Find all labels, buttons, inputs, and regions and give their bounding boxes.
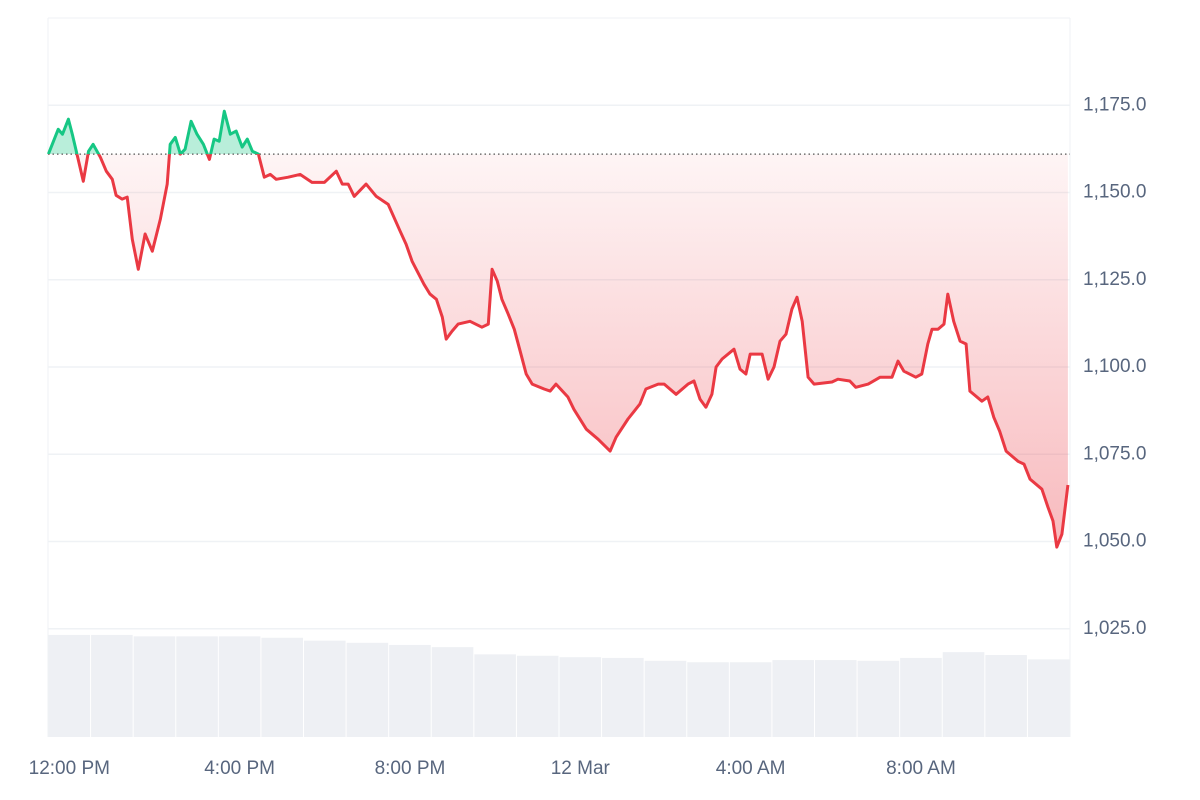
- volume-bar: [857, 660, 900, 737]
- y-tick-label: 1,100.0: [1083, 356, 1146, 377]
- x-tick-label: 12:00 PM: [29, 758, 110, 779]
- x-tick-label: 8:00 PM: [375, 758, 446, 779]
- volume-bar: [176, 636, 218, 737]
- volume-bar: [133, 636, 176, 737]
- volume-bar: [474, 654, 516, 737]
- volume-bar: [431, 647, 474, 737]
- x-tick-label: 12 Mar: [551, 758, 611, 779]
- volume-bar: [942, 652, 985, 737]
- volume-bar: [815, 660, 857, 737]
- volume-bar: [1027, 659, 1070, 737]
- volume-bar: [559, 657, 602, 737]
- volume-bar: [729, 662, 772, 737]
- volume-bar: [304, 640, 346, 737]
- volume-bar: [91, 634, 133, 737]
- y-tick-label: 1,050.0: [1083, 531, 1146, 552]
- y-tick-label: 1,125.0: [1083, 269, 1146, 290]
- price-line-up: [47, 109, 260, 155]
- y-tick-label: 1,175.0: [1083, 94, 1146, 115]
- price-line: [48, 154, 1070, 549]
- volume-bar: [687, 662, 729, 737]
- volume-bar: [985, 655, 1027, 737]
- x-tick-label: 8:00 AM: [886, 758, 956, 779]
- volume-bar: [516, 655, 559, 737]
- volume-bar: [389, 644, 431, 737]
- volume-bar: [218, 636, 261, 737]
- x-tick-label: 4:00 PM: [204, 758, 275, 779]
- volume-bar: [772, 660, 814, 737]
- volume-bar: [900, 657, 942, 737]
- volume-bar: [644, 660, 687, 737]
- volume-bar: [261, 637, 303, 737]
- volume-bar: [346, 642, 389, 737]
- volume-bar: [48, 634, 91, 737]
- x-tick-label: 4:00 AM: [716, 758, 786, 779]
- y-tick-label: 1,075.0: [1083, 443, 1146, 464]
- y-tick-label: 1,150.0: [1083, 182, 1146, 203]
- area-down: [76, 154, 1068, 548]
- volume-bar: [602, 657, 644, 737]
- y-tick-label: 1,025.0: [1083, 618, 1146, 639]
